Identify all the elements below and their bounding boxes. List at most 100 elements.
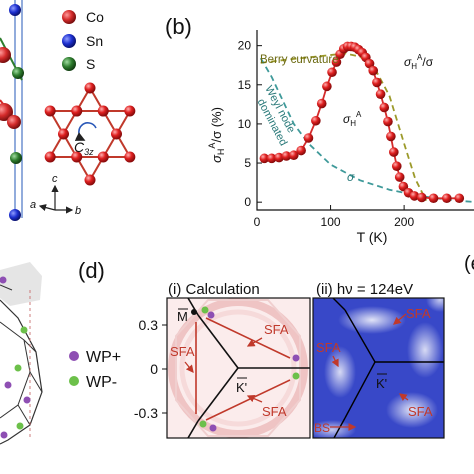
ratio-data-point (368, 65, 379, 76)
weyl-legend: WP+ WP- (69, 349, 121, 391)
ratio-data-point (372, 77, 382, 88)
ratio-data-point (274, 152, 284, 163)
legend-sn-swatch (62, 34, 76, 48)
panel-d-axis: 0.3 0 -0.3 (134, 317, 168, 421)
ratio-data-point (259, 153, 270, 164)
sn-atom (9, 4, 21, 16)
y-tick-label: 0 (244, 195, 251, 209)
co-atom (58, 128, 69, 140)
ratio-data-point (322, 81, 332, 92)
star-atoms (44, 82, 136, 186)
sigma-ha-annotation: σHA (343, 110, 362, 128)
sfa-label: SFA (264, 322, 289, 337)
sigma-annotation: σ (347, 170, 355, 184)
subpanel-i-calculation (167, 298, 310, 438)
weyl-point-minus (199, 420, 207, 428)
crystal-structure (0, 0, 24, 221)
subpanel-ii-title: (ii) hν = 124eV (316, 281, 413, 298)
ratio-data-point (409, 191, 420, 201)
sfa-label: SFA (170, 344, 195, 359)
co-atom (97, 151, 109, 163)
weyl-point-minus (292, 372, 300, 380)
co-atom (84, 174, 96, 186)
weyl-point-plus (0, 276, 7, 284)
panel-d-label: (d) (78, 258, 105, 283)
tick-label: 0.3 (139, 317, 159, 333)
k-prime-label-ii: K' (376, 376, 387, 391)
weyl-point-minus (201, 306, 209, 314)
atom-legend: Co Sn S (62, 9, 104, 72)
weyl-point-minus (16, 422, 24, 430)
co-atom (44, 105, 56, 117)
wp-minus-label: WP- (86, 374, 117, 391)
co-atom (111, 128, 122, 140)
sfa-arrow (331, 355, 339, 368)
panel-e-label-partial: (e (464, 253, 474, 275)
wp-plus-swatch (69, 351, 79, 361)
co-atom (71, 105, 83, 117)
ratio-data-point (389, 147, 399, 157)
sfa-label: SFA (406, 306, 431, 321)
star-triangle-up (48, 86, 132, 158)
ratio-data-point (391, 161, 402, 171)
axis-b-label: b (75, 205, 81, 217)
star-triangle-down (48, 110, 132, 182)
chart-series (259, 41, 474, 204)
subpanel-ii-measurement (313, 298, 444, 438)
legend-s-label: S (86, 56, 95, 72)
ratio-data-point (394, 172, 405, 182)
legend-sn-label: Sn (86, 33, 103, 49)
co-atom (7, 115, 21, 129)
brillouin-zone (0, 262, 43, 445)
subpanel-ii-frame (312, 297, 445, 439)
ratio-data-point (327, 67, 337, 78)
y-tick-label: 5 (244, 156, 251, 170)
c3z-label: C3z (74, 139, 94, 157)
weyl-node-annotation: Weyl nodedominated (251, 84, 301, 148)
m-bar-label: M (177, 309, 188, 324)
bz-edge (0, 299, 43, 445)
x-tick-label: 100 (321, 215, 341, 229)
weyl-point-plus (207, 311, 215, 319)
ratio-data-point (386, 131, 396, 142)
ratio-data-point (281, 151, 292, 161)
weyl-point-plus (4, 381, 12, 389)
sfa-arrow (246, 337, 263, 347)
ratio-data-point (303, 133, 314, 143)
y-tick-label: 20 (238, 39, 252, 53)
wp-plus-label: WP+ (86, 349, 121, 366)
subpanel-i-title: (i) Calculation (168, 281, 260, 298)
ratio-data-point (311, 115, 321, 126)
fermi-arc (205, 317, 291, 359)
weyl-point-plus (23, 396, 31, 404)
weyl-point-plus (0, 431, 8, 439)
bz-boundary (344, 309, 376, 363)
ratio-data-point (416, 192, 427, 203)
co-atom (0, 47, 11, 63)
ratio-data-point (441, 193, 452, 204)
y-tick-label: 10 (238, 117, 252, 131)
sn-atom (9, 209, 21, 221)
subpanel-i-frame (166, 297, 311, 439)
crystal-axes: c a b (30, 173, 81, 217)
berry-curvature-curve (260, 52, 428, 202)
co-atom (124, 151, 136, 163)
ratio-data-point (375, 89, 386, 99)
k-prime-label: K' (236, 380, 247, 395)
ratio-data-point (454, 193, 465, 204)
legend-co-label: Co (86, 9, 104, 25)
bz-edge (0, 321, 31, 419)
weyl-point-plus (209, 424, 217, 432)
sfa-arrow (393, 313, 407, 325)
bs-label: BS (314, 421, 330, 435)
x-tick-label: 200 (394, 215, 414, 229)
bz-edge (0, 284, 13, 291)
ratio-data-point (428, 193, 439, 204)
m-point-marker (191, 309, 197, 315)
ratio-annotation: σHA/σ (404, 53, 434, 71)
sfa-label: SFA (316, 340, 341, 355)
y-axis-label: σHA/σ (%) (207, 107, 226, 163)
